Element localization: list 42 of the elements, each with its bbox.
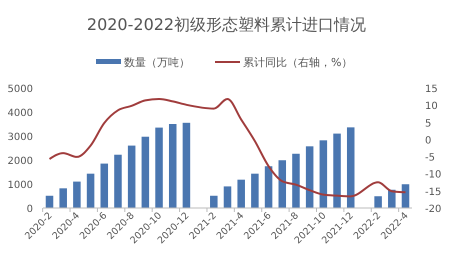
- bar: [374, 196, 382, 208]
- bar: [251, 174, 259, 208]
- bar: [168, 124, 176, 208]
- y-tick-label: 5000: [8, 84, 33, 95]
- bar: [46, 196, 54, 208]
- bar: [100, 164, 108, 208]
- bar: [264, 166, 272, 208]
- bar: [278, 160, 286, 208]
- legend-label: 数量（万吨）: [124, 56, 190, 69]
- bar: [182, 122, 190, 208]
- bar: [346, 127, 354, 208]
- y2-tick-label: 0: [425, 135, 432, 146]
- y-tick-label: 0: [26, 204, 33, 215]
- chart-title: 2020-2022初级形态塑料累计进口情况: [86, 15, 366, 34]
- bar: [210, 196, 218, 208]
- bar: [333, 134, 341, 208]
- bar: [142, 136, 150, 208]
- bar: [306, 146, 314, 208]
- y-tick-label: 1000: [8, 180, 33, 191]
- y2-tick-label: -20: [425, 204, 442, 215]
- bar: [292, 154, 300, 208]
- bar: [86, 174, 94, 208]
- y2-tick-label: 5: [425, 118, 432, 130]
- y2-tick-label: -15: [425, 186, 442, 198]
- bar: [114, 154, 122, 208]
- bar: [128, 146, 136, 208]
- y2-tick-label: 15: [425, 84, 438, 95]
- line-series: [48, 98, 406, 198]
- y2-tick-label: -5: [425, 152, 435, 164]
- bar: [155, 128, 163, 208]
- y2-tick-label: -10: [425, 170, 442, 181]
- legend-label: 累计同比（右轴，%）: [243, 56, 352, 69]
- bar: [59, 188, 67, 208]
- y-tick-label: 2000: [8, 156, 33, 167]
- bar: [73, 182, 81, 208]
- bar: [402, 184, 410, 208]
- y2-tick-label: 10: [425, 101, 438, 112]
- bar: [237, 180, 245, 208]
- y-tick-label: 4000: [8, 108, 33, 119]
- bar: [224, 186, 232, 208]
- bar: [320, 140, 328, 208]
- y-tick-label: 3000: [8, 132, 33, 143]
